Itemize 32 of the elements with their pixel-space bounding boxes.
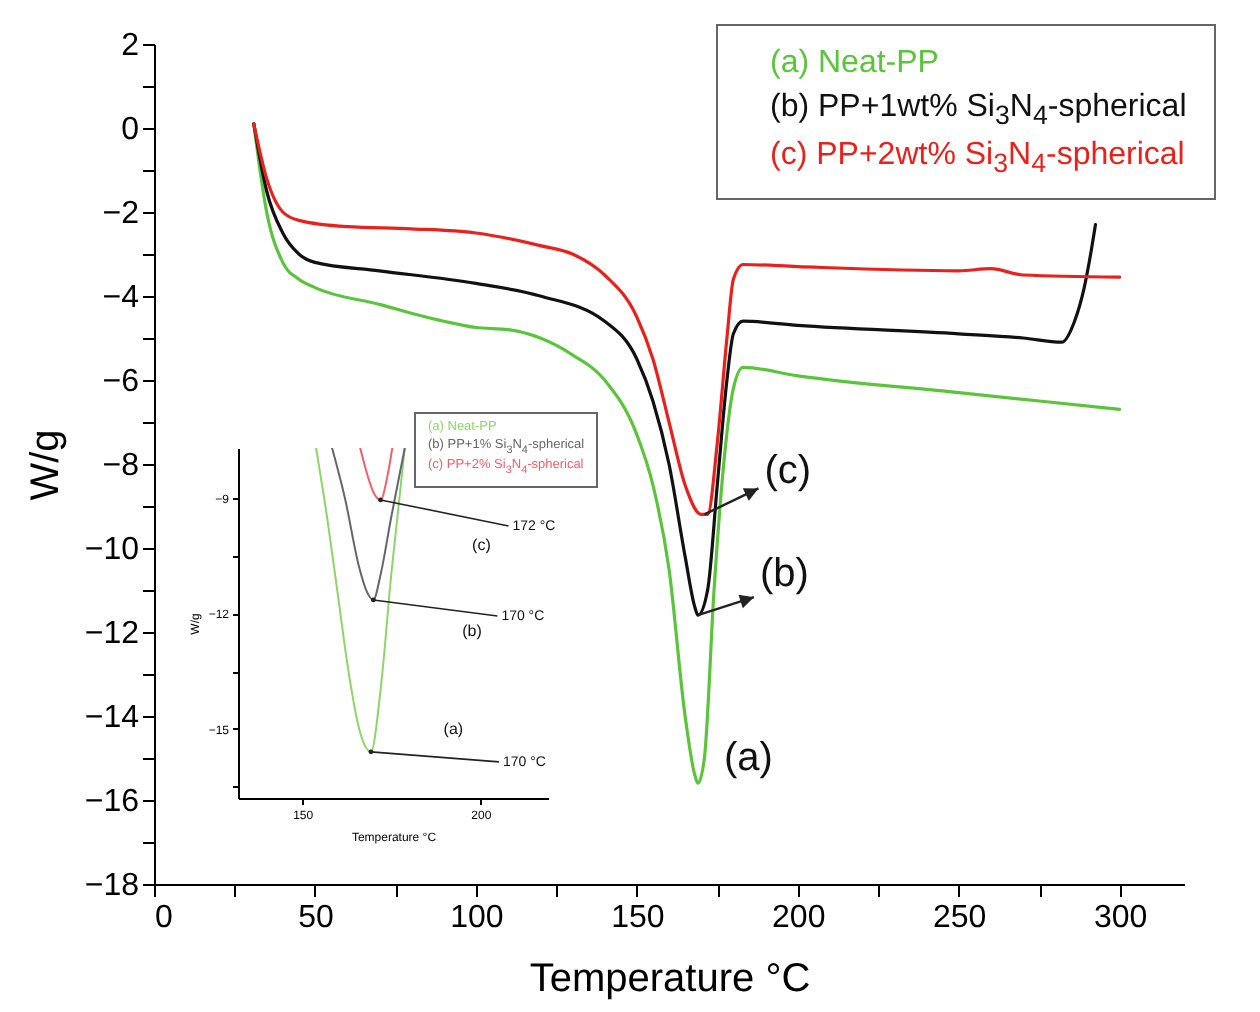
annotation: (b)	[759, 551, 809, 596]
y-axis-title: W/g	[23, 429, 68, 501]
x-tick-label: 50	[298, 901, 334, 935]
text: (c) PP+2wt% Si$_{3}$N$_{4}$-spherical	[770, 135, 1187, 182]
x-tick-label: 100	[450, 901, 504, 935]
y-tick-label: 2	[121, 29, 140, 63]
x-tick-label: 200	[772, 901, 826, 935]
annotation: (c)	[764, 448, 812, 493]
line-series	[359, 448, 394, 501]
y-tick-label: −16	[84, 785, 140, 819]
y-tick-label: −4	[102, 281, 140, 315]
x-tick-label: 150	[611, 901, 665, 935]
annotation: (a)	[443, 720, 464, 739]
y-tick-label: −6	[102, 365, 140, 399]
line-series	[331, 448, 406, 601]
x-tick-label: 300	[1093, 901, 1148, 935]
x-tick-label: 0	[155, 901, 173, 935]
y-tick-label: −2	[102, 197, 140, 231]
text: (a) Neat-PP	[770, 44, 941, 84]
annotation: (a)	[723, 735, 773, 780]
y-tick-label: −8	[102, 449, 140, 483]
x-axis-title: Temperature °C	[529, 956, 811, 1001]
line-series	[315, 448, 406, 753]
y-tick-label: −10	[84, 533, 140, 567]
y-tick-label: −12	[84, 617, 140, 651]
text: (b) PP+1wt% Si$_{3}$N$_{4}$-spherical	[770, 87, 1187, 134]
annotation: (b)	[462, 622, 483, 641]
y-tick-label: 0	[121, 113, 140, 147]
y-tick-label: −18	[84, 869, 140, 903]
annotation: (c)	[472, 535, 492, 554]
x-tick-label: 250	[932, 901, 987, 935]
y-tick-label: −14	[84, 701, 140, 735]
